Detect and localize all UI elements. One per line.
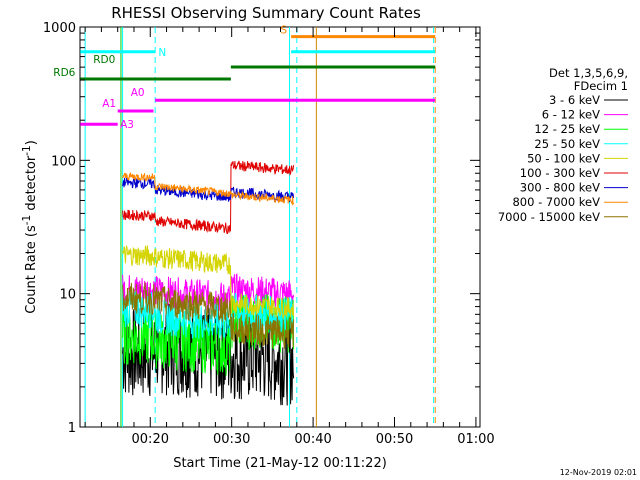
legend-entry: 3 - 6 keV	[549, 93, 600, 107]
y-tick-label: 1000	[43, 21, 76, 36]
legend-entry: 12 - 25 keV	[534, 122, 600, 136]
x-tick-label: 00:40	[294, 432, 331, 447]
flag-label: S	[280, 25, 287, 37]
legend-entry: 25 - 50 keV	[534, 137, 600, 151]
flag-label: A3	[120, 119, 134, 131]
x-tick-label: 00:50	[376, 432, 413, 447]
flag-label: N	[158, 47, 166, 59]
legend-header-line1: Det 1,3,5,6,9,	[549, 66, 628, 80]
y-axis-label-sup2: -1	[21, 145, 33, 155]
legend-entry: 800 - 7000 keV	[512, 195, 600, 209]
series-line	[122, 282, 295, 349]
flag-label: RD0	[93, 54, 115, 66]
flag-label: RD6	[53, 67, 75, 79]
x-tick-label: 00:20	[132, 432, 169, 447]
flag-label: A0	[131, 87, 145, 99]
series-lines	[122, 160, 295, 406]
y-axis-label-part2: detector	[24, 155, 39, 215]
legend-entry: 50 - 100 keV	[527, 151, 600, 165]
x-axis-label: Start Time (21-May-12 00:11:22)	[173, 456, 387, 471]
plot-frame	[79, 26, 481, 428]
y-tick-label: 10	[59, 288, 76, 303]
event-vertical-lines	[84, 27, 436, 427]
flag-label: A1	[102, 98, 116, 110]
y-tick-label: 1	[68, 421, 76, 436]
x-tick-label: 01:00	[457, 432, 494, 447]
series-line	[122, 244, 295, 320]
legend-entry: 6 - 12 keV	[542, 108, 600, 122]
chart-title: RHESSI Observing Summary Count Rates	[111, 4, 421, 22]
generation-timestamp: 12-Nov-2019 02:01	[560, 468, 637, 477]
legend-entry: 300 - 800 keV	[520, 181, 600, 195]
flag-bars: N S RD0 RD6 A0 A1 A3	[53, 25, 436, 131]
legend-entry: 100 - 300 keV	[520, 166, 600, 180]
series-line	[122, 290, 295, 339]
y-axis-label-sup1: -1	[21, 215, 33, 225]
y-axis-label-part1: Count Rate (s	[24, 225, 39, 314]
axis-ticks: 1 10 100 1000 00:20 00:30 00:40 00:50 01:00	[43, 21, 495, 447]
series-line	[122, 172, 295, 206]
y-tick-label: 100	[51, 154, 76, 169]
x-tick-label: 00:30	[213, 432, 250, 447]
series-line	[122, 160, 295, 235]
legend-header-line2: FDecim 1	[574, 79, 628, 93]
y-axis-label: Count Rate (s-1 detector-1)	[21, 140, 39, 314]
series-line	[122, 291, 295, 376]
legend-entry: 7000 - 15000 keV	[498, 210, 600, 224]
y-axis-label-part3: )	[24, 140, 39, 145]
